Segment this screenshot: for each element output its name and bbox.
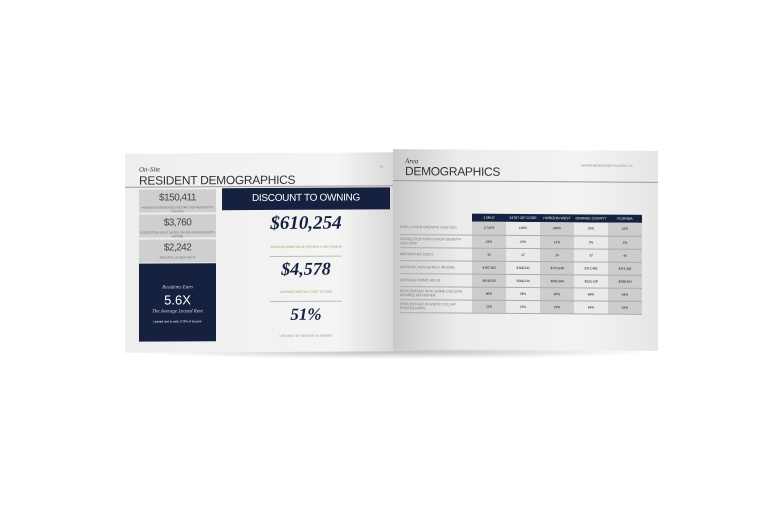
table-cell: 12% (540, 235, 574, 249)
home-value-caption: Average home value within a 1 mile radiu… (270, 244, 342, 249)
home-value: $610,254 (270, 212, 342, 234)
table-cell: 37 (574, 248, 608, 262)
running-head: AVENIR WATERLEIGH VILLAGE E 15 (581, 163, 633, 168)
table-cell: $500,393 (608, 274, 642, 288)
row-label: Median Age (2021) (400, 247, 472, 261)
table-cell: 3,744% (472, 221, 506, 235)
table-cell: 35% (574, 222, 608, 236)
stat-suggested-rent: $3,760 Suggested rent based on 30% of res… (139, 214, 216, 239)
table-row: Percentage in white collar professions 72… (400, 299, 642, 314)
table-cell: 158% (506, 221, 540, 236)
row-label: Average Home Value (400, 273, 472, 287)
table-cell: 64% (608, 287, 642, 301)
stat-leased-rent: $2,242 Average leased rent (139, 239, 216, 264)
left-page: On-Site RESIDENT DEMOGRAPHICS 14 $150,41… (125, 152, 393, 353)
row-label: Percentage with some college degree or h… (400, 286, 472, 300)
table-cell: $187,183 (472, 260, 506, 274)
column-header: Horizon West (540, 214, 574, 223)
divider (270, 255, 342, 257)
table-cell: $603,260 (540, 274, 574, 288)
discount-caption: Discount by renting vs owning (279, 333, 333, 338)
table-cell: 2% (608, 235, 642, 249)
monthly-cost: $4,578 (281, 258, 331, 279)
table-cell: $177,640 (540, 261, 574, 275)
left-page-number: 14 (380, 164, 384, 169)
table-cell: 37% (506, 234, 540, 249)
column-header: 1 Mile (472, 213, 506, 222)
column-header: Orange County (574, 214, 608, 223)
row-label: Percentage in white collar professions (400, 299, 472, 313)
table-cell: 24% (472, 234, 506, 248)
table-cell: 3% (574, 235, 608, 249)
table-cell: 37 (506, 247, 540, 262)
table-cell: 72% (472, 299, 506, 313)
row-label: Population Growth 2010-2021 (400, 221, 472, 235)
table-cell: 86% (472, 286, 506, 300)
table-cell: 22% (608, 222, 642, 236)
table-cell: $584,534 (506, 273, 540, 288)
divider (393, 180, 658, 183)
table-cell: 72% (506, 299, 540, 314)
table-cell: $523,128 (574, 274, 608, 288)
column-header: 34787 Zip Code (506, 213, 540, 223)
row-label: Projected Population Growth 2021-2030 (400, 234, 472, 248)
divider (270, 300, 342, 302)
right-title: DEMOGRAPHICS (405, 164, 501, 179)
table-cell: 64% (574, 300, 608, 314)
table-cell: $610,254 (472, 273, 506, 287)
table-cell: $111,382 (608, 261, 642, 275)
monthly-cost-caption: Average monthly cost to own (280, 289, 332, 294)
residents-earn-box: Residents Earn 5.6X The Average Leased R… (139, 263, 216, 342)
demographics-table: 1 Mile 34787 Zip Code Horizon West Orange C… (400, 213, 642, 314)
table-cell: 75% (540, 300, 574, 314)
table-cell: $166,543 (506, 260, 540, 275)
table-cell: 35 (540, 248, 574, 262)
right-page: Area DEMOGRAPHICS AVENIR WATERLEIGH VILL… (393, 149, 658, 351)
discount-header: DISCOUNT TO OWNING (222, 187, 390, 211)
table-cell: 68% (574, 287, 608, 301)
discount-percent: 51% (290, 304, 322, 324)
table-cell: 44 (608, 248, 642, 262)
stat-income: $150,411 Average household income for res… (139, 189, 216, 214)
table-cell: $117,402 (574, 261, 608, 275)
column-header: Florida (608, 214, 642, 223)
table-cell: 78% (506, 286, 540, 301)
left-kicker: On-Site (139, 165, 161, 174)
row-label: Average Household Income (400, 260, 472, 274)
table-cell: 35 (472, 247, 506, 261)
table-cell: 469% (540, 222, 574, 236)
table-cell: 87% (540, 287, 574, 301)
table-cell: 63% (608, 300, 642, 314)
